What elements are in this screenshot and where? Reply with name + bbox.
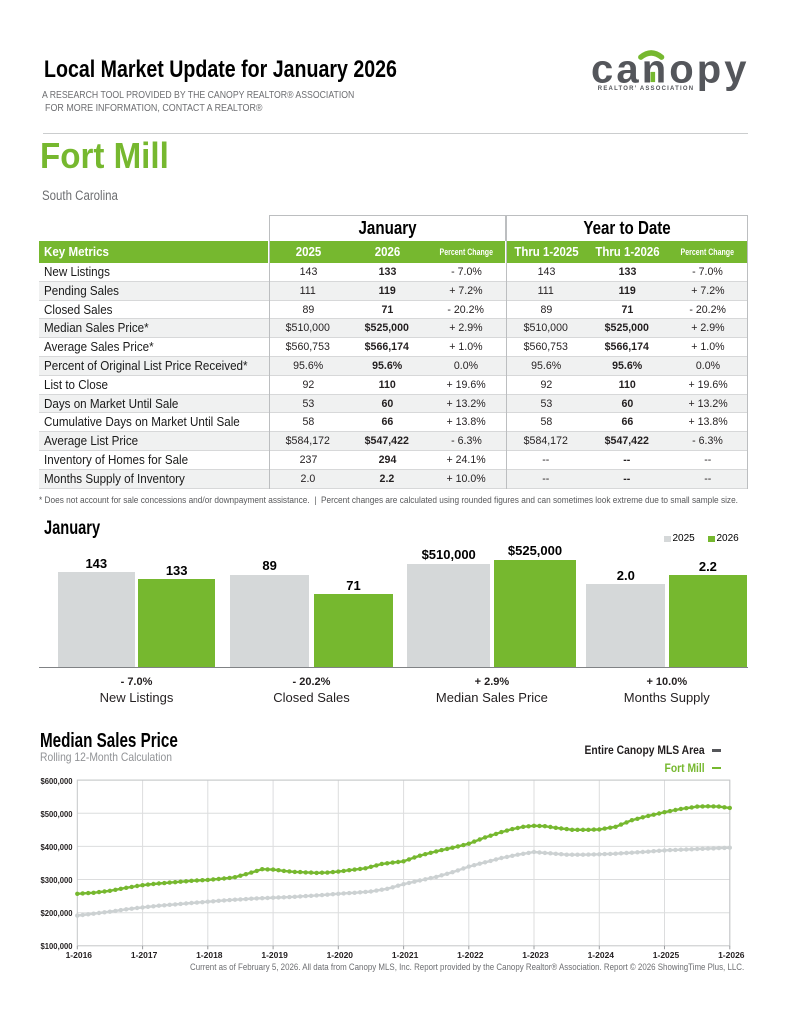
svg-text:REALTOR’ ASSOCIATION: REALTOR’ ASSOCIATION — [598, 86, 694, 92]
svg-text:canopy: canopy — [591, 47, 750, 91]
